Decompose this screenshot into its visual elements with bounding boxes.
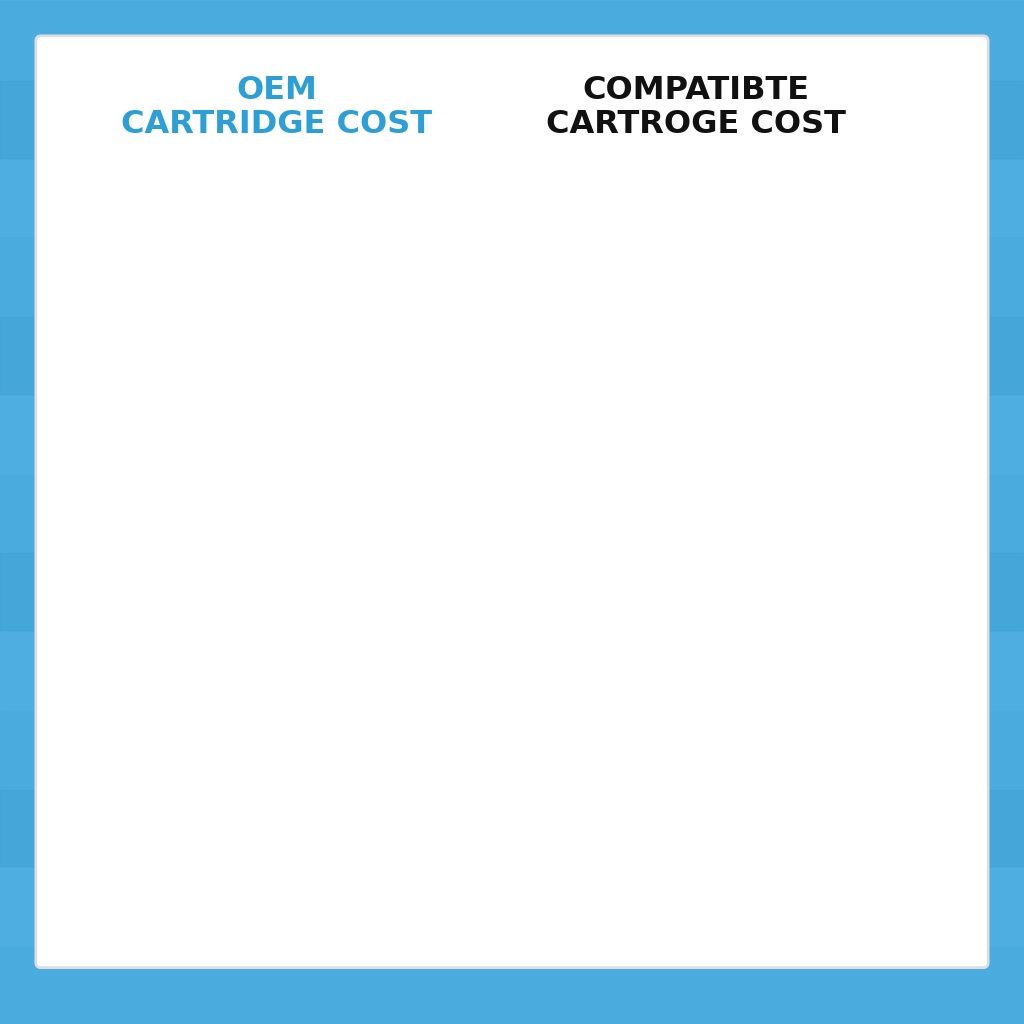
Polygon shape [713, 501, 721, 517]
Circle shape [824, 280, 870, 305]
Text: $0%: $0% [240, 825, 270, 838]
FancyBboxPatch shape [584, 554, 633, 567]
Text: 00: 00 [488, 554, 501, 563]
Circle shape [232, 736, 278, 762]
Polygon shape [207, 824, 217, 891]
Bar [0, 396, 1024, 473]
Circle shape [745, 394, 791, 419]
Text: 75%: 75% [751, 646, 784, 660]
Text: $0%: $0% [672, 689, 705, 703]
Polygon shape [872, 304, 881, 321]
Text: B5: B5 [249, 744, 261, 754]
Text: 50%: 50% [479, 726, 509, 739]
Text: $: $ [764, 913, 772, 926]
Polygon shape [87, 377, 101, 394]
FancyBboxPatch shape [151, 813, 201, 827]
Text: $: $ [604, 913, 612, 926]
Polygon shape [793, 418, 801, 434]
FancyBboxPatch shape [736, 434, 799, 891]
Circle shape [471, 546, 517, 571]
FancyBboxPatch shape [76, 287, 462, 384]
FancyBboxPatch shape [816, 321, 879, 891]
Bar [0, 790, 1024, 866]
Text: $0%: $0% [399, 769, 430, 782]
Polygon shape [445, 667, 456, 891]
Bar [0, 868, 1024, 945]
Text: $: $ [171, 913, 179, 926]
Circle shape [666, 476, 711, 502]
Polygon shape [223, 774, 297, 777]
Polygon shape [439, 652, 447, 669]
Polygon shape [359, 703, 368, 720]
FancyBboxPatch shape [303, 720, 367, 891]
Text: $: $ [843, 913, 852, 926]
Text: C6: C6 [409, 637, 421, 645]
Polygon shape [303, 717, 377, 720]
Polygon shape [736, 432, 809, 434]
Text: $: $ [331, 913, 339, 926]
Bar [0, 947, 1024, 1024]
FancyBboxPatch shape [469, 572, 519, 587]
Polygon shape [577, 565, 650, 567]
FancyBboxPatch shape [389, 655, 439, 669]
FancyBboxPatch shape [230, 763, 281, 777]
Polygon shape [519, 570, 527, 587]
Text: $0%: $0% [319, 796, 350, 808]
Bar [0, 81, 1024, 158]
Text: $0%: $0% [592, 716, 625, 730]
FancyBboxPatch shape [742, 421, 793, 434]
Polygon shape [879, 317, 889, 891]
Text: $: $ [684, 913, 692, 926]
Text: 63: 63 [682, 484, 694, 494]
Text: H0: H0 [168, 795, 182, 804]
Bar [0, 474, 1024, 551]
Polygon shape [287, 774, 297, 891]
Polygon shape [201, 811, 209, 827]
Polygon shape [436, 377, 451, 394]
Polygon shape [633, 551, 642, 567]
Circle shape [312, 679, 357, 705]
Bar [0, 2, 1024, 79]
Text: $: $ [251, 913, 259, 926]
FancyBboxPatch shape [309, 706, 359, 720]
Bar [0, 553, 1024, 630]
Polygon shape [525, 584, 536, 891]
Bar [0, 632, 1024, 709]
Text: $73,6.99: $73,6.99 [173, 311, 365, 349]
FancyBboxPatch shape [656, 517, 719, 891]
Circle shape [586, 527, 631, 552]
Polygon shape [816, 317, 889, 321]
FancyBboxPatch shape [463, 587, 525, 891]
FancyBboxPatch shape [383, 669, 445, 891]
Polygon shape [383, 667, 456, 669]
FancyBboxPatch shape [577, 567, 640, 891]
FancyBboxPatch shape [223, 777, 287, 891]
Polygon shape [281, 761, 289, 777]
Text: COMPATIBTE
CARTROGE COST: COMPATIBTE CARTROGE COST [547, 75, 846, 140]
Circle shape [392, 629, 437, 653]
Bar [0, 239, 1024, 315]
Text: SD: SD [601, 536, 615, 544]
Polygon shape [367, 717, 377, 891]
Bar [0, 711, 1024, 787]
Polygon shape [799, 432, 809, 891]
FancyBboxPatch shape [663, 503, 713, 517]
Bar [0, 160, 1024, 237]
Polygon shape [144, 824, 217, 827]
Text: $5%: $5% [830, 587, 864, 601]
Text: $: $ [489, 913, 499, 926]
Text: U0F: U0F [758, 402, 777, 411]
Polygon shape [719, 514, 730, 891]
Circle shape [153, 786, 198, 812]
Text: OEM
CARTRIDGE COST: OEM CARTRIDGE COST [121, 75, 432, 140]
Polygon shape [656, 514, 730, 517]
Text: $: $ [411, 913, 419, 926]
Polygon shape [640, 565, 650, 891]
Bar [0, 317, 1024, 394]
Text: 60: 60 [842, 288, 854, 297]
FancyBboxPatch shape [144, 827, 207, 891]
Polygon shape [463, 584, 536, 587]
FancyBboxPatch shape [822, 306, 872, 321]
Text: 89: 89 [329, 687, 341, 696]
